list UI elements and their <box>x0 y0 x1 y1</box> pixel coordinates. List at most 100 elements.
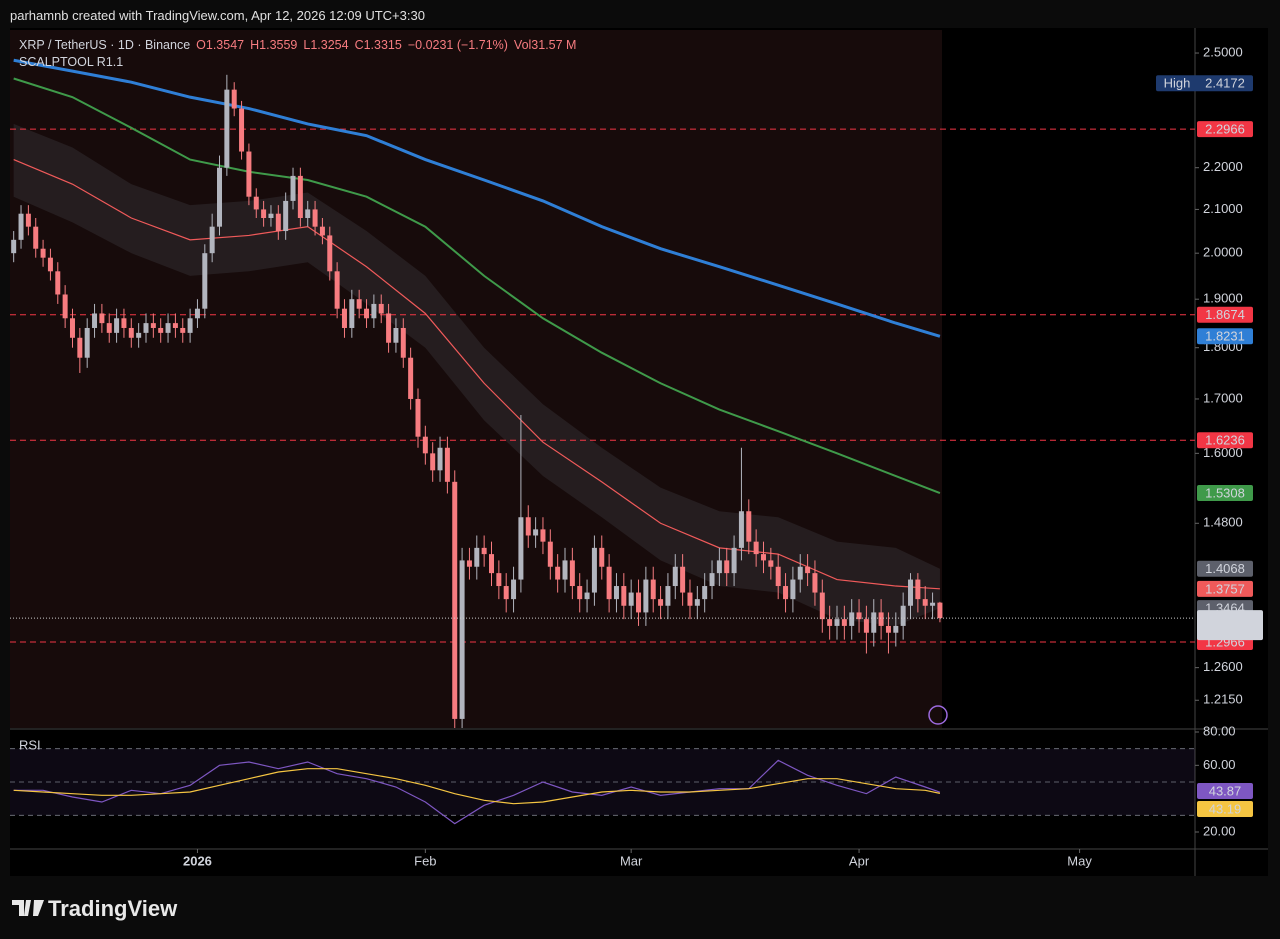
level-tag-bg <box>1197 432 1253 449</box>
candle-body <box>106 323 112 333</box>
candle-body <box>606 566 612 600</box>
candle-body <box>92 313 98 328</box>
candle-body <box>356 299 362 309</box>
candle-body <box>415 398 421 437</box>
candle-body <box>555 566 561 580</box>
candle-body <box>584 592 590 600</box>
candle-body <box>47 257 53 272</box>
candle-body <box>834 619 840 626</box>
candle-body <box>444 447 450 482</box>
candle-body <box>55 271 61 295</box>
level-tag: 1.6236 <box>1205 433 1245 448</box>
y-tick-label: 2.2000 <box>1203 159 1243 174</box>
alert-icon[interactable] <box>928 705 948 725</box>
candle-body <box>841 619 847 626</box>
candle-body <box>687 592 693 606</box>
rsi-line <box>13 759 941 825</box>
candle-body <box>790 579 796 600</box>
legend: XRP / TetherUS · 1D · Binance O1.3547 H1… <box>19 38 576 52</box>
candle-body <box>297 175 303 219</box>
candle-body <box>893 625 899 633</box>
volume: Vol31.57 M <box>513 38 577 52</box>
rsi-tick-label: 80.00 <box>1203 723 1236 738</box>
candle-body <box>577 586 583 600</box>
price-tag: 1.3315 <box>1205 611 1245 626</box>
overlay-tag: 1.8231 <box>1205 329 1245 344</box>
candle-body <box>430 453 436 471</box>
candle-body <box>488 554 494 574</box>
candle-body <box>312 209 318 227</box>
band-tag-bg <box>1197 560 1253 577</box>
candle-body <box>503 586 509 600</box>
candle-body <box>746 511 752 542</box>
x-tick-label: Feb <box>414 853 436 868</box>
candle-body <box>930 602 936 606</box>
candle-body <box>871 612 877 633</box>
candle-body <box>341 308 347 328</box>
candle-body <box>150 323 156 328</box>
y-tick-label: 1.7000 <box>1203 390 1243 405</box>
y-tick-label: 1.6000 <box>1203 445 1243 460</box>
candle-body <box>114 318 120 333</box>
candle-body <box>716 560 722 574</box>
rsi-tick-label: 60.00 <box>1203 757 1236 772</box>
rsi-tag: 43.87 <box>1209 783 1242 798</box>
candle-body <box>702 586 708 600</box>
rsi-tag: 43.19 <box>1209 801 1242 816</box>
candle-body <box>878 612 884 626</box>
candle-body <box>422 436 428 454</box>
candle-body <box>305 209 311 219</box>
candle-body <box>459 560 465 719</box>
candle-body <box>62 294 68 319</box>
candle-body <box>25 213 31 227</box>
candle-body <box>915 579 921 600</box>
x-tick-label: May <box>1067 853 1092 868</box>
candle-body <box>327 235 333 272</box>
level-tag: 2.2966 <box>1205 122 1245 137</box>
candle-body <box>599 547 605 567</box>
x-tick-label: 2026 <box>183 853 212 868</box>
candle-body <box>753 541 759 555</box>
candle-body <box>474 547 480 567</box>
candle-body <box>797 566 803 580</box>
candle-body <box>643 579 649 613</box>
rsi-tag-bg <box>1197 783 1253 799</box>
y-tick-label: 1.2150 <box>1203 692 1243 707</box>
countdown: 15:20:08 <box>1206 624 1257 639</box>
candle-body <box>922 599 928 606</box>
y-tick-label: 2.5000 <box>1203 44 1243 59</box>
rsi-zone <box>10 748 1195 816</box>
x-tick-label: Mar <box>620 853 643 868</box>
candle-body <box>856 612 862 620</box>
y-tick-label: 1.9000 <box>1203 291 1243 306</box>
candle-body <box>731 547 737 574</box>
candle-body <box>194 308 200 319</box>
candle-body <box>672 566 678 587</box>
candle-body <box>224 89 230 168</box>
rsi-line <box>13 768 941 805</box>
level-tag-bg <box>1197 121 1253 138</box>
candle-body <box>11 239 17 254</box>
candle-body <box>863 619 869 633</box>
candle-body <box>334 271 340 309</box>
high-tag-value: 2.4172 <box>1205 76 1245 91</box>
candle-body <box>547 541 553 567</box>
candle-body <box>231 89 237 109</box>
y-tick-label: 2.1000 <box>1203 201 1243 216</box>
overlay-line <box>13 58 941 338</box>
candle-body <box>69 318 75 338</box>
candle-body <box>724 560 730 574</box>
overlay-tag-bg <box>1197 328 1253 345</box>
candle-body <box>783 586 789 600</box>
candle-body <box>694 599 700 606</box>
candle-body <box>239 108 245 152</box>
candle-body <box>466 560 472 567</box>
candle-body <box>209 226 215 254</box>
candle-body <box>481 547 487 555</box>
candle-body <box>400 327 406 358</box>
rsi-title: RSI <box>19 737 41 752</box>
candle-body <box>511 579 517 600</box>
candle-body <box>768 560 774 567</box>
candle-body <box>496 573 502 587</box>
